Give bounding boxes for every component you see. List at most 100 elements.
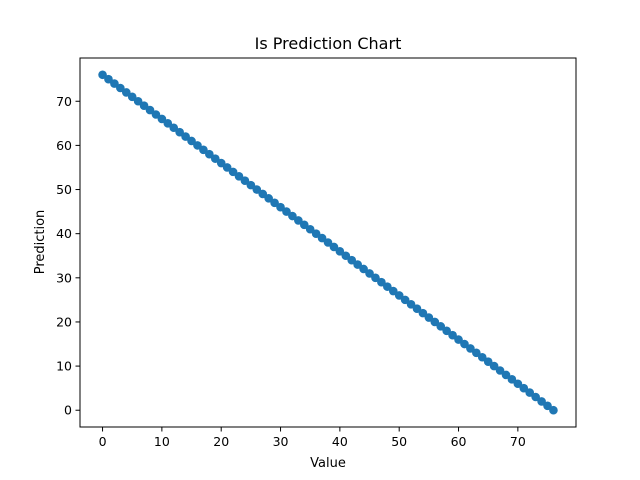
data-point xyxy=(347,255,357,265)
data-point xyxy=(98,70,107,80)
data-point xyxy=(104,74,113,84)
x-tick-label: 60 xyxy=(451,434,467,449)
data-point xyxy=(193,141,202,150)
data-point xyxy=(460,339,469,349)
data-point xyxy=(270,198,279,208)
axes-frame xyxy=(79,57,577,428)
x-tick-label: 50 xyxy=(391,434,407,449)
data-point xyxy=(157,114,167,124)
data-point xyxy=(145,105,155,115)
data-point xyxy=(151,110,161,119)
y-tick-label: 20 xyxy=(56,314,72,329)
data-point xyxy=(501,370,511,380)
data-point xyxy=(377,277,386,287)
data-point xyxy=(472,348,481,358)
data-point xyxy=(383,282,392,291)
data-point xyxy=(305,224,315,234)
data-point xyxy=(317,233,327,243)
data-point xyxy=(133,96,143,106)
data-point xyxy=(299,220,309,230)
data-point xyxy=(477,352,487,362)
data-point xyxy=(282,207,291,216)
data-point xyxy=(406,299,416,309)
data-point xyxy=(371,273,380,283)
x-axis-ticks: 0 10 20 30 40 50 60 70 xyxy=(99,427,526,449)
x-axis-label: Value xyxy=(310,456,346,471)
data-point xyxy=(187,136,196,146)
data-point xyxy=(412,304,422,314)
data-point xyxy=(216,158,226,168)
data-point xyxy=(430,317,440,327)
data-point xyxy=(525,388,535,397)
x-tick-label: 40 xyxy=(332,434,348,449)
chart-title: Is Prediction Chart xyxy=(255,34,402,53)
y-tick-label: 10 xyxy=(56,359,72,374)
y-tick-label: 0 xyxy=(64,403,72,418)
data-point xyxy=(228,167,238,177)
data-point xyxy=(335,247,345,256)
data-point xyxy=(181,132,190,141)
data-point xyxy=(210,154,220,163)
data-point xyxy=(175,127,184,137)
data-point xyxy=(222,163,232,172)
data-point xyxy=(489,361,499,371)
data-point xyxy=(466,344,475,353)
y-tick-label: 30 xyxy=(56,270,72,285)
data-point xyxy=(139,101,149,110)
x-tick-label: 10 xyxy=(154,434,170,449)
data-point xyxy=(495,366,505,375)
x-tick-label: 70 xyxy=(510,434,526,449)
data-point xyxy=(418,308,428,318)
data-point xyxy=(294,216,303,225)
data-point xyxy=(311,229,321,238)
data-point xyxy=(264,194,273,203)
y-axis-label: Prediction xyxy=(33,210,48,275)
data-point xyxy=(400,295,410,305)
data-point xyxy=(513,379,523,389)
plot-area xyxy=(98,70,558,415)
y-tick-label: 60 xyxy=(56,138,72,153)
data-point xyxy=(388,286,398,296)
x-tick-label: 30 xyxy=(273,434,289,449)
data-point xyxy=(121,88,131,97)
data-point xyxy=(519,383,529,393)
x-tick-label: 0 xyxy=(99,434,107,449)
y-tick-label: 40 xyxy=(56,226,72,241)
data-point xyxy=(448,330,457,340)
data-point xyxy=(246,180,256,190)
y-tick-label: 70 xyxy=(56,94,72,109)
data-point xyxy=(442,326,451,336)
data-point xyxy=(234,171,244,181)
data-point xyxy=(365,269,374,278)
data-point xyxy=(323,238,333,247)
data-point xyxy=(424,313,434,322)
y-axis-ticks: 0 10 20 30 40 50 60 70 xyxy=(56,94,80,418)
data-point xyxy=(531,392,540,402)
data-point xyxy=(199,145,208,155)
data-point xyxy=(329,242,339,252)
data-point xyxy=(110,79,119,88)
data-point xyxy=(353,260,362,269)
data-point xyxy=(163,119,173,128)
data-point xyxy=(258,189,268,199)
data-point xyxy=(394,291,404,300)
data-point xyxy=(483,357,493,366)
data-point xyxy=(549,405,558,415)
data-point xyxy=(288,211,297,221)
data-point xyxy=(359,264,368,274)
data-point xyxy=(543,401,552,411)
x-tick-label: 20 xyxy=(213,434,229,449)
data-point xyxy=(169,123,179,133)
data-point xyxy=(507,375,517,384)
data-point xyxy=(537,397,546,406)
data-point xyxy=(454,335,463,344)
data-point xyxy=(252,185,262,194)
data-point xyxy=(240,176,250,186)
data-point xyxy=(436,322,446,331)
data-point xyxy=(341,251,351,261)
data-point xyxy=(276,202,285,212)
data-point xyxy=(116,83,125,93)
data-point xyxy=(127,92,137,102)
data-point xyxy=(205,149,214,159)
